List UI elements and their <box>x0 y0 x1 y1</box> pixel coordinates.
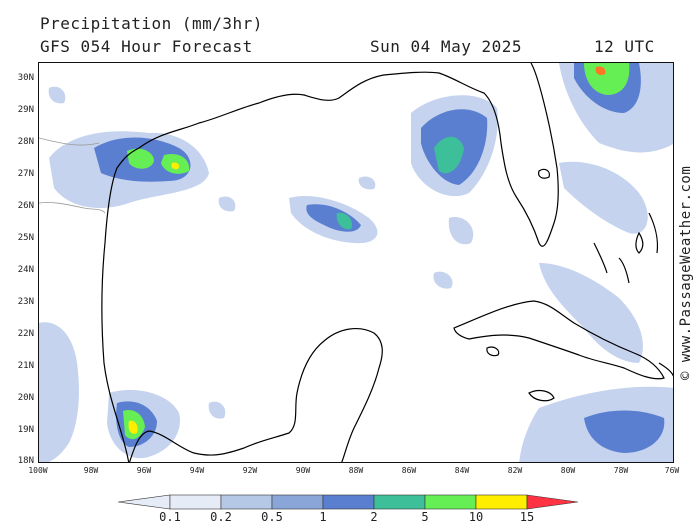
us-gulf-coast <box>101 63 559 462</box>
lat-label-28n: 28N <box>17 137 34 147</box>
precip-area-central-teal <box>336 212 353 230</box>
precip-area-cuba-light <box>539 263 643 363</box>
island-coast <box>593 242 608 274</box>
precipitation-field <box>39 63 673 462</box>
precip-area-east-orange <box>595 66 606 76</box>
lon-label-84w: 84W <box>454 466 470 475</box>
legend-label: 0.1 <box>159 510 181 524</box>
lon-label-90w: 90W <box>295 466 311 475</box>
lake-coast <box>538 168 550 179</box>
precip-spot <box>48 86 66 104</box>
island-coast <box>635 231 644 254</box>
lat-label-23n: 23N <box>17 297 34 307</box>
cuba-coast <box>453 300 665 380</box>
legend-arrow-low <box>118 494 171 510</box>
island-coast <box>618 257 630 284</box>
map-title: Precipitation (mm/3hr) <box>40 14 263 33</box>
lat-label-30n: 30N <box>17 73 34 83</box>
forecast-time: 12 UTC <box>594 37 655 56</box>
lat-label-29n: 29N <box>17 105 34 115</box>
lat-label-26n: 26N <box>17 201 34 211</box>
border-line <box>39 137 100 146</box>
legend-swatch <box>220 494 273 510</box>
lat-label-25n: 25N <box>17 233 34 243</box>
precip-area-ne-teal <box>434 136 464 174</box>
legend-swatch <box>322 494 375 510</box>
island-coast <box>486 346 500 357</box>
map-canvas <box>39 63 673 462</box>
legend-swatch <box>424 494 477 510</box>
map-area <box>38 62 674 463</box>
legend-label: 2 <box>370 510 378 524</box>
precip-area-yellow <box>171 162 180 170</box>
precip-spot <box>358 176 376 190</box>
legend-label: 0.5 <box>261 510 283 524</box>
legend-label: 10 <box>468 510 484 524</box>
forecast-date: Sun 04 May 2025 <box>370 37 522 56</box>
lon-label-98w: 98W <box>83 466 99 475</box>
lat-label-19n: 19N <box>17 425 34 435</box>
lon-label-88w: 88W <box>348 466 364 475</box>
precip-area-south-light <box>39 322 79 462</box>
lon-label-76w: 76W <box>664 466 680 475</box>
precip-area-bahamas-light <box>559 161 648 234</box>
precip-spot <box>448 217 474 245</box>
legend-swatch <box>271 494 324 510</box>
precip-spot <box>433 271 453 289</box>
lon-label-96w: 96W <box>136 466 152 475</box>
lat-label-27n: 27N <box>17 169 34 179</box>
lon-label-82w: 82W <box>507 466 523 475</box>
legend-swatch <box>169 494 222 510</box>
lon-label-86w: 86W <box>401 466 417 475</box>
island-coast <box>648 212 659 254</box>
coastline <box>39 63 673 462</box>
lat-label-20n: 20N <box>17 393 34 403</box>
precip-spot <box>208 401 226 419</box>
legend-label: 15 <box>519 510 535 524</box>
precip-area-green <box>127 148 154 169</box>
credit-text: © www.PassageWeather.com <box>678 165 694 380</box>
precip-area-caribbean-blue <box>584 410 665 453</box>
legend-swatch <box>475 494 528 510</box>
color-legend <box>118 494 579 510</box>
legend-label: 0.2 <box>210 510 232 524</box>
island-coast <box>658 362 673 377</box>
island-coast <box>528 389 555 402</box>
lat-label-18n: 18N <box>17 456 34 466</box>
lon-label-92w: 92W <box>242 466 258 475</box>
mexico-gulf-coast <box>129 327 383 462</box>
lat-label-24n: 24N <box>17 265 34 275</box>
precip-spot <box>218 196 236 212</box>
lon-label-80w: 80W <box>560 466 576 475</box>
lon-label-78w: 78W <box>613 466 629 475</box>
lon-label-94w: 94W <box>189 466 205 475</box>
legend-label: 5 <box>421 510 429 524</box>
precip-area-east-green <box>584 63 630 95</box>
legend-label: 1 <box>319 510 327 524</box>
lon-label-100w: 100W <box>28 466 48 475</box>
lat-label-22n: 22N <box>17 329 34 339</box>
forecast-hour: GFS 054 Hour Forecast <box>40 37 253 56</box>
border-line <box>39 202 106 214</box>
legend-arrow-high <box>526 494 579 510</box>
legend-swatch <box>373 494 426 510</box>
lat-label-21n: 21N <box>17 361 34 371</box>
precip-area-veracruz-yellow <box>128 420 138 434</box>
